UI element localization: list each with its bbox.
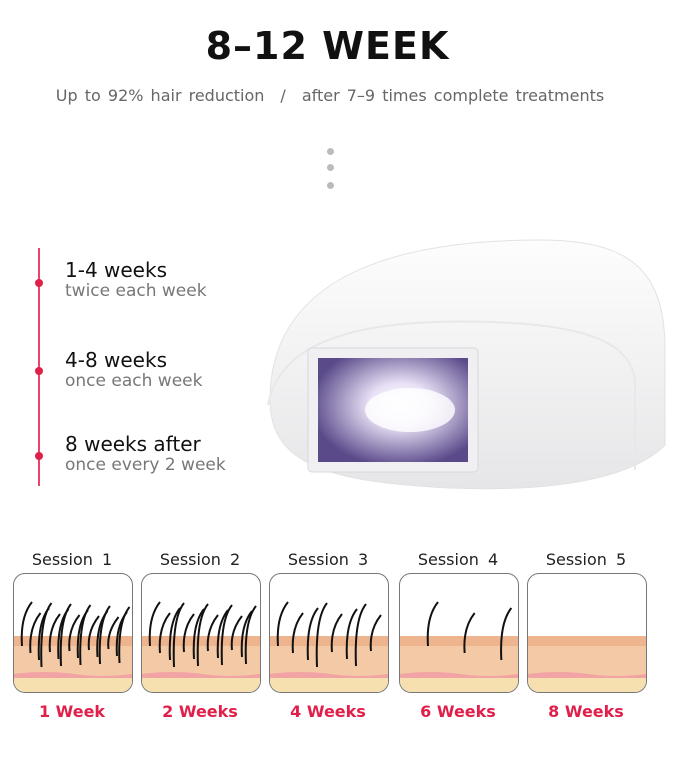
hair bbox=[40, 602, 53, 668]
session-label: Session 1 bbox=[31, 550, 113, 569]
hair bbox=[98, 605, 111, 665]
hair bbox=[107, 616, 120, 650]
skin-diagram bbox=[399, 573, 519, 693]
hair bbox=[216, 609, 229, 659]
timeline-dot bbox=[35, 279, 43, 287]
timeline-period: 8 weeks after bbox=[65, 432, 201, 456]
hair bbox=[118, 606, 131, 664]
timeline-frequency: once each week bbox=[65, 371, 203, 391]
session-duration: 6 Weeks bbox=[420, 702, 496, 721]
hair bbox=[306, 607, 319, 661]
hair bbox=[79, 604, 92, 666]
timeline-period: 1-4 weeks bbox=[65, 258, 167, 282]
hair bbox=[354, 603, 367, 667]
skin-diagram bbox=[269, 573, 389, 693]
hair bbox=[369, 614, 382, 652]
timeline-dot bbox=[35, 452, 43, 460]
skin-diagram bbox=[141, 573, 261, 693]
session-label: Session 2 bbox=[159, 550, 241, 569]
hair bbox=[158, 612, 171, 654]
hair bbox=[244, 605, 257, 665]
timeline-frequency: once every 2 week bbox=[65, 455, 226, 475]
hair bbox=[148, 601, 161, 647]
hair bbox=[206, 614, 219, 652]
hair bbox=[87, 615, 100, 651]
ipl-device-image bbox=[267, 239, 666, 490]
hair bbox=[59, 603, 72, 667]
divider-dot bbox=[327, 148, 334, 155]
hair bbox=[48, 613, 61, 653]
skin-diagram bbox=[527, 573, 647, 693]
hair bbox=[230, 615, 243, 651]
hair bbox=[500, 607, 513, 661]
timeline-dot bbox=[35, 367, 43, 375]
session-label: Session 3 bbox=[287, 550, 369, 569]
session-duration: 4 Weeks bbox=[290, 702, 366, 721]
hair bbox=[182, 613, 195, 653]
subtitle: Up to 92% hair reduction / after 7–9 times… bbox=[0, 86, 660, 105]
subtitle-reduction: Up to 92% hair reduction bbox=[55, 86, 265, 105]
page-title: 8–12 WEEK bbox=[205, 24, 450, 68]
divider-dot bbox=[327, 164, 334, 171]
hair bbox=[345, 608, 358, 660]
hair bbox=[291, 612, 304, 654]
subtitle-separator: / bbox=[280, 86, 286, 105]
hair bbox=[172, 602, 185, 668]
skin-diagram bbox=[13, 573, 133, 693]
hair bbox=[426, 601, 439, 647]
hair bbox=[463, 612, 476, 654]
hair bbox=[330, 613, 343, 653]
hair bbox=[315, 602, 328, 668]
hair bbox=[20, 601, 33, 647]
session-duration: 8 Weeks bbox=[548, 702, 624, 721]
hair bbox=[192, 608, 205, 660]
divider-dot bbox=[327, 182, 334, 189]
hair bbox=[220, 604, 233, 666]
hair bbox=[68, 614, 81, 652]
session-label: Session 5 bbox=[545, 550, 627, 569]
hair bbox=[168, 607, 181, 661]
hair bbox=[196, 603, 209, 667]
session-label: Session 4 bbox=[417, 550, 499, 569]
hair bbox=[29, 612, 42, 654]
session-duration: 1 Week bbox=[38, 702, 106, 721]
session-duration: 2 Weeks bbox=[162, 702, 238, 721]
timeline-period: 4-8 weeks bbox=[65, 348, 167, 372]
hair bbox=[276, 601, 289, 647]
timeline-frequency: twice each week bbox=[65, 281, 207, 301]
subtitle-treatments: after 7–9 times complete treatments bbox=[301, 86, 605, 105]
hair bbox=[240, 610, 253, 658]
